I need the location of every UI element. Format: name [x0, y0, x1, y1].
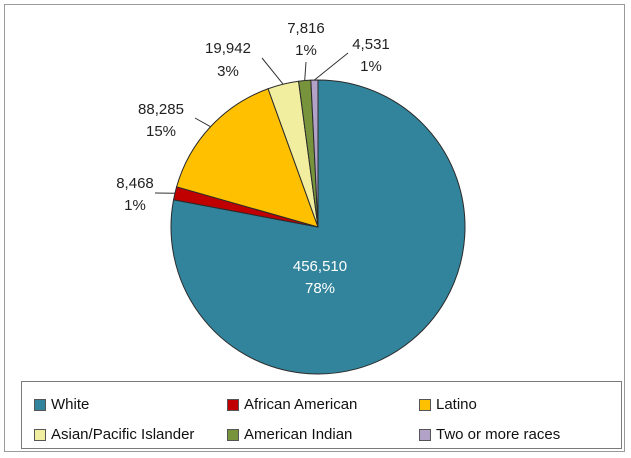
data-label-african-american-percent: 1% — [124, 197, 146, 214]
legend-swatch-american-indian — [227, 428, 239, 441]
leader-line-latino — [194, 117, 211, 128]
legend-swatch-african-american — [227, 398, 239, 411]
legend-label-latino: Latino — [436, 396, 477, 413]
legend-label-white: White — [51, 396, 90, 413]
legend-swatch-two-or-more — [419, 428, 431, 441]
data-label-latino-value: 88,285 — [138, 101, 184, 118]
leader-line-two-or-more — [314, 52, 349, 81]
data-label-white-value: 456,510 — [293, 258, 347, 275]
legend-swatch-asian-pacific — [34, 428, 46, 441]
chart-legend: White African American Latino Asian/Paci… — [21, 381, 622, 449]
legend-item-american-indian: American Indian — [227, 426, 352, 443]
legend-swatch-latino — [419, 398, 431, 411]
legend-item-latino: Latino — [419, 396, 477, 413]
legend-item-asian-pacific: Asian/Pacific Islander — [34, 426, 194, 443]
data-label-american-indian-value: 7,816 — [287, 20, 325, 37]
legend-item-white: White — [34, 396, 89, 413]
leader-line-asian-pacific — [261, 57, 284, 85]
legend-label-two-or-more: Two or more races — [436, 426, 561, 443]
pie-slices — [170, 79, 466, 375]
data-label-white-percent: 78% — [305, 280, 335, 297]
data-label-american-indian-percent: 1% — [295, 42, 317, 59]
data-label-two-or-more-percent: 1% — [360, 58, 382, 75]
data-label-african-american-value: 8,468 — [116, 175, 154, 192]
leader-line-american-indian — [304, 61, 307, 81]
data-label-asian-pacific-value: 19,942 — [205, 40, 251, 57]
legend-label-american-indian: American Indian — [244, 426, 353, 443]
data-label-asian-pacific-percent: 3% — [217, 63, 239, 80]
data-label-latino-percent: 15% — [146, 123, 176, 140]
legend-swatch-white — [34, 398, 46, 411]
legend-item-two-or-more: Two or more races — [419, 426, 560, 443]
legend-label-african-american: African American — [244, 396, 358, 413]
leader-lines — [154, 52, 349, 194]
data-label-two-or-more-value: 4,531 — [352, 36, 390, 53]
legend-label-asian-pacific: Asian/Pacific Islander — [51, 426, 195, 443]
legend-item-african-american: African American — [227, 396, 357, 413]
